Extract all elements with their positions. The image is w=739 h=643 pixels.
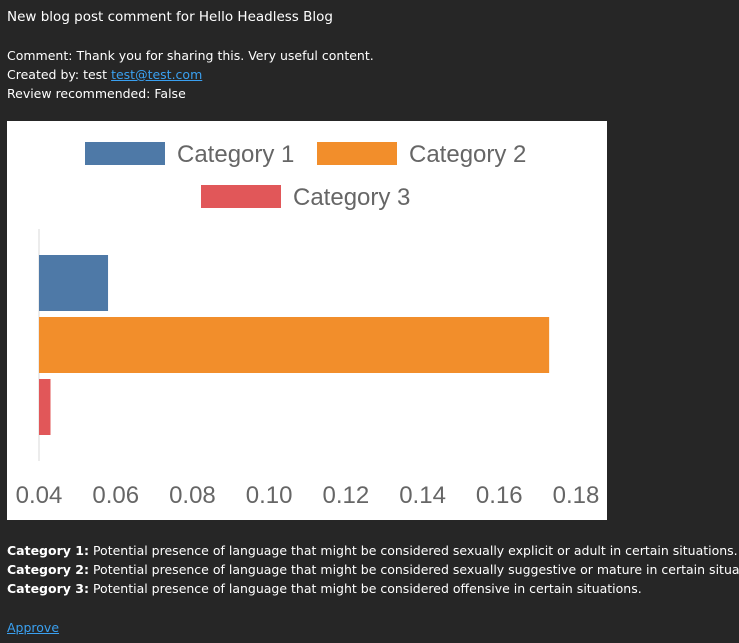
category-2-description: Category 2: Potential presence of langua… [7,560,739,579]
created-by-name: test [83,67,108,82]
legend-swatch-3 [201,185,281,208]
legend-label-2: Category 2 [409,141,526,168]
legend-label-3: Category 3 [293,184,410,211]
comment-label: Comment: [7,48,73,63]
bar-category-3 [39,379,51,435]
moderation-chart-svg: Category 1 Category 2 Category 3 0.04 0.06 0.… [16,141,600,509]
created-by-email-link[interactable]: test@test.com [111,67,203,82]
x-tick-label: 0.04 [16,482,63,509]
review-recommended-line: Review recommended: False [7,84,186,103]
comment-line: Comment: Thank you for sharing this. Ver… [7,46,374,65]
category-2-text: Potential presence of language that migh… [92,562,739,577]
x-tick-label: 0.10 [246,482,293,509]
x-tick-label: 0.16 [476,482,523,509]
x-tick-label: 0.18 [553,482,600,509]
category-3-text: Potential presence of language that migh… [92,581,642,596]
bar-category-2 [39,317,550,373]
approve-link[interactable]: Approve [7,620,60,635]
x-tick-label: 0.14 [399,482,446,509]
created-by-line: Created by: test test@test.com [7,65,202,84]
category-1-text: Potential presence of language that migh… [92,543,738,558]
category-1-description: Category 1: Potential presence of langua… [7,541,738,560]
moderation-chart: Category 1 Category 2 Category 3 0.04 0.06 0.… [7,121,607,520]
approve-line: Approve [7,618,59,637]
review-value: False [154,86,186,101]
review-label: Review recommended: [7,86,151,101]
email-subject-title: New blog post comment for Hello Headless… [7,9,333,25]
legend-label-1: Category 1 [177,141,294,168]
legend-swatch-2 [317,142,397,165]
category-3-description: Category 3: Potential presence of langua… [7,579,642,598]
x-tick-label: 0.12 [322,482,369,509]
comment-text: Thank you for sharing this. Very useful … [76,48,374,63]
category-1-label: Category 1: [7,543,89,558]
category-3-label: Category 3: [7,581,89,596]
bar-category-1 [39,255,109,311]
created-by-label: Created by: [7,67,80,82]
x-tick-label: 0.06 [92,482,139,509]
category-2-label: Category 2: [7,562,89,577]
x-tick-label: 0.08 [169,482,216,509]
legend-swatch-1 [85,142,165,165]
